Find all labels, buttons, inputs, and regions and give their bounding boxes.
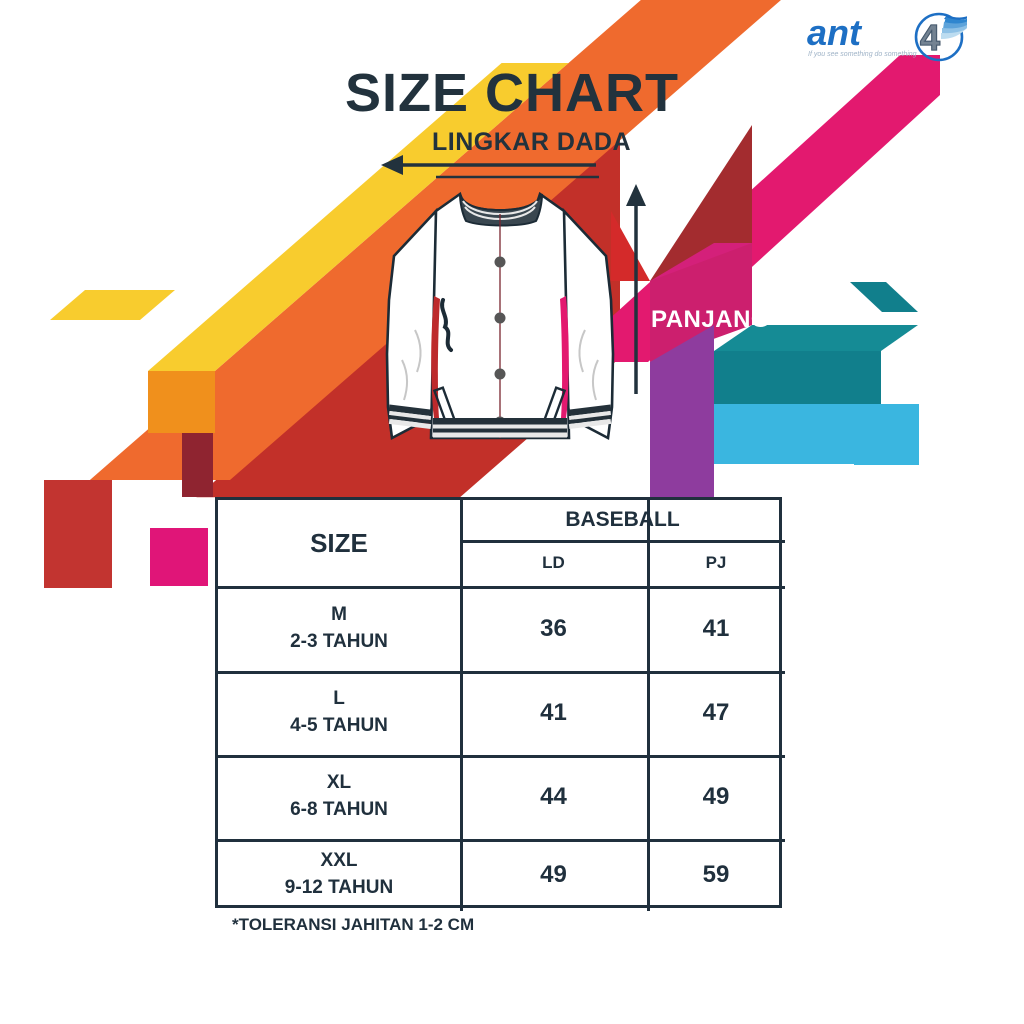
svg-text:ant: ant xyxy=(807,12,863,53)
svg-text:4: 4 xyxy=(920,17,940,58)
svg-text:If you see something do someth: If you see something do something xyxy=(808,51,917,58)
